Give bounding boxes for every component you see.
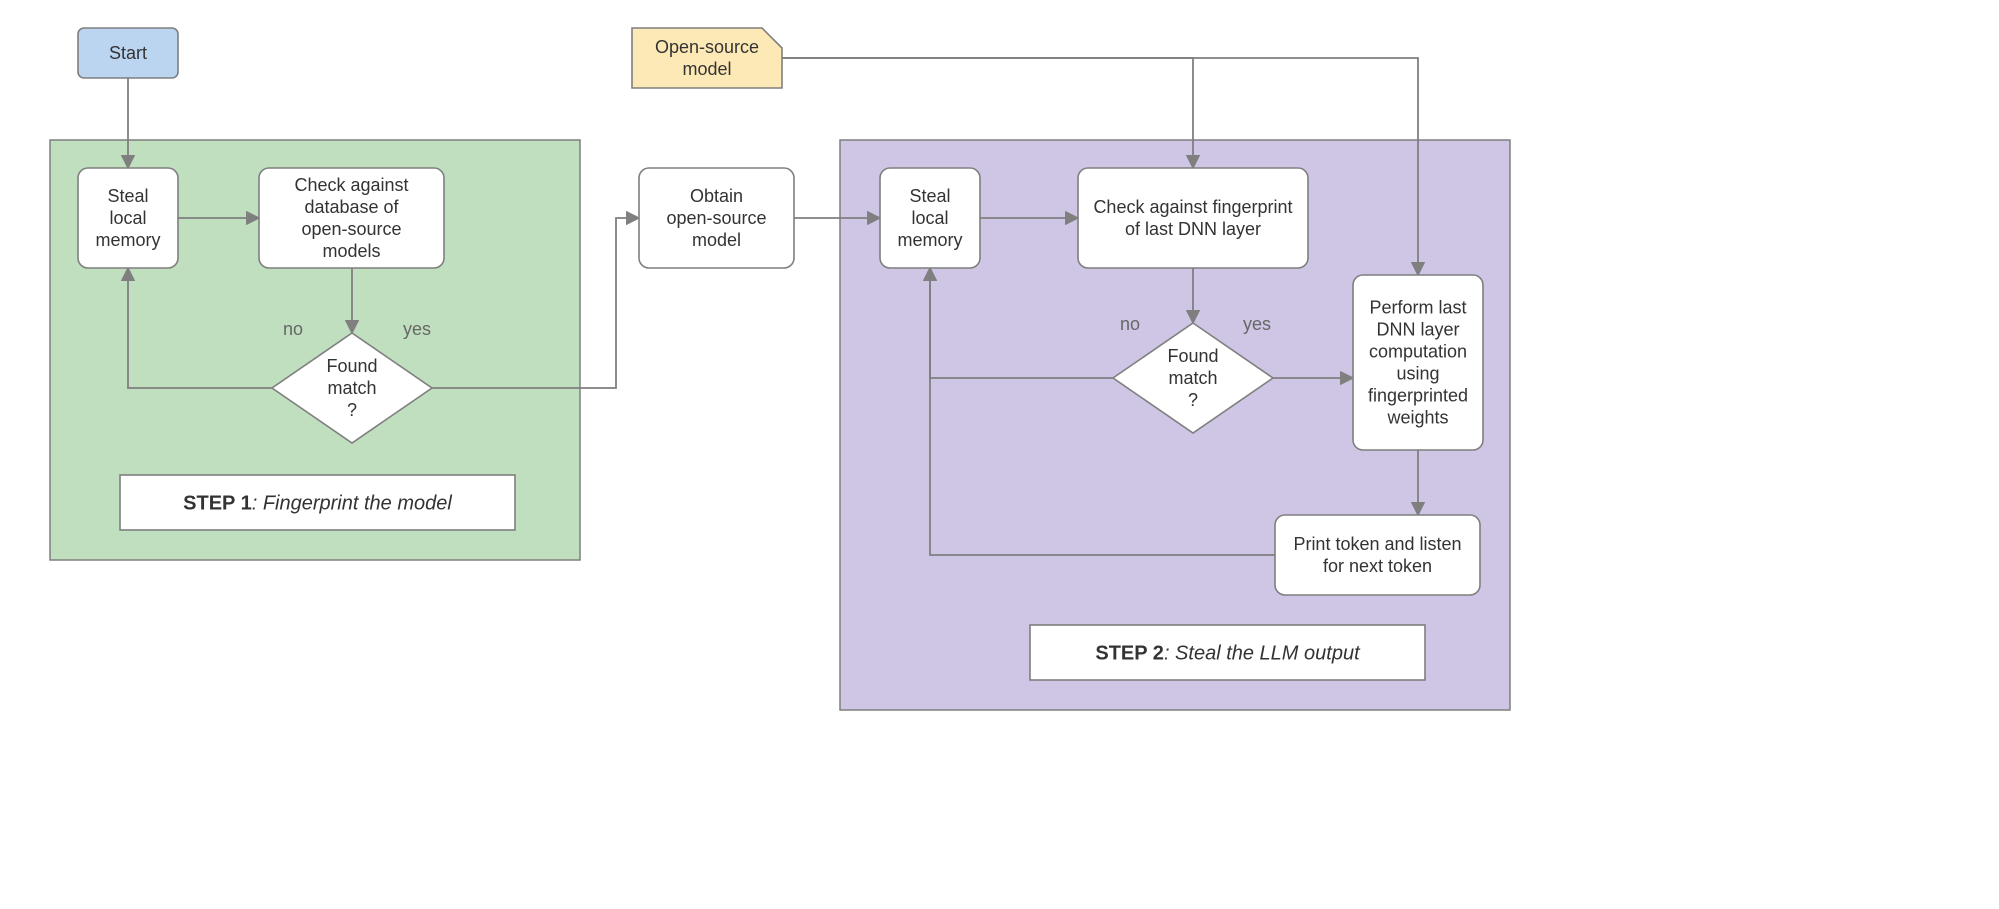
node-osmodel-line1: model <box>682 59 731 79</box>
node-perform-line5: weights <box>1386 408 1448 428</box>
node-steal2-line0: Steal <box>909 186 950 206</box>
node-found2-line1: match <box>1168 368 1217 388</box>
e_found2_no-label: no <box>1120 314 1140 334</box>
node-found2-line2: ? <box>1188 390 1198 410</box>
node-obtain-line1: open-source <box>666 208 766 228</box>
e_found1_yes-label: yes <box>403 319 431 339</box>
node-perform-line1: DNN layer <box>1376 320 1459 340</box>
node-steal1-line1: local <box>109 208 146 228</box>
e_found2_yes-label: yes <box>1243 314 1271 334</box>
node-osmodel-line0: Open-source <box>655 37 759 57</box>
node-printtok-line0: Print token and listen <box>1293 534 1461 554</box>
node-perform-line0: Perform last <box>1369 298 1466 318</box>
node-steal1-line2: memory <box>95 230 160 250</box>
node-steal2-line1: local <box>911 208 948 228</box>
node-obtain-line2: model <box>692 230 741 250</box>
node-perform-line4: fingerprinted <box>1368 386 1468 406</box>
node-checkfp-line1: of last DNN layer <box>1125 219 1261 239</box>
e_found1_no-label: no <box>283 319 303 339</box>
node-perform-line2: computation <box>1369 342 1467 362</box>
node-steal2-line2: memory <box>897 230 962 250</box>
node-found1-line0: Found <box>326 356 377 376</box>
node-checkdb-line3: models <box>322 241 380 261</box>
node-start-line0: Start <box>109 43 147 63</box>
node-printtok-line1: for next token <box>1323 556 1432 576</box>
caption-step2: STEP 2: Steal the LLM output <box>1095 643 1361 665</box>
node-printtok <box>1275 515 1480 595</box>
node-found2-line0: Found <box>1167 346 1218 366</box>
node-found1-line2: ? <box>347 400 357 420</box>
node-perform-line3: using <box>1396 364 1439 384</box>
node-checkdb-line1: database of <box>304 197 399 217</box>
node-checkdb-line2: open-source <box>301 219 401 239</box>
node-checkfp <box>1078 168 1308 268</box>
node-steal1-line0: Steal <box>107 186 148 206</box>
node-found1-line1: match <box>327 378 376 398</box>
node-obtain-line0: Obtain <box>690 186 743 206</box>
caption-step1: STEP 1: Fingerprint the model <box>183 493 452 515</box>
node-checkfp-line0: Check against fingerprint <box>1093 197 1292 217</box>
node-checkdb-line0: Check against <box>294 175 408 195</box>
